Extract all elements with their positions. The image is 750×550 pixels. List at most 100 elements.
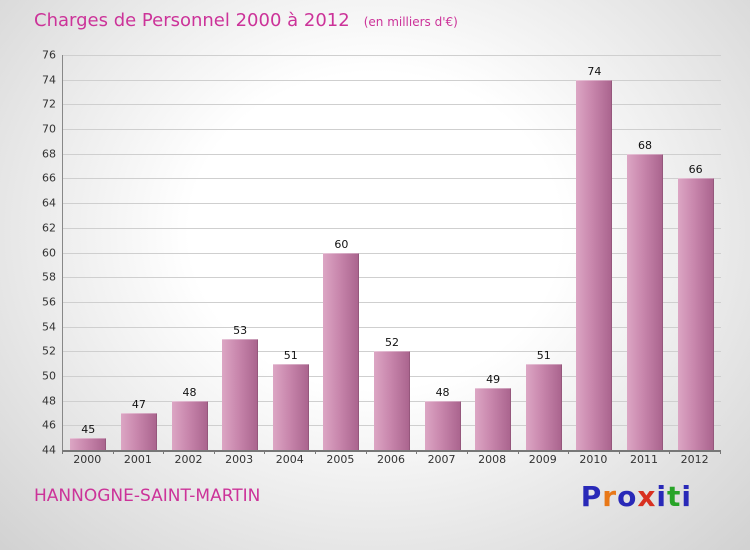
bar bbox=[323, 252, 360, 450]
chart-header: Charges de Personnel 2000 à 2012 (en mil… bbox=[34, 10, 458, 31]
y-tick-label: 60 bbox=[42, 246, 56, 259]
x-axis-tick bbox=[720, 450, 721, 454]
gridline bbox=[63, 277, 721, 279]
y-tick-label: 74 bbox=[42, 73, 56, 87]
bar bbox=[424, 400, 461, 450]
y-tick-label: 64 bbox=[42, 196, 56, 210]
gridline bbox=[63, 178, 721, 180]
bar bbox=[373, 351, 410, 450]
bar-slot: 74 bbox=[569, 55, 620, 450]
plot-area: 45 47 48 53 51 60 52 48 49 51 74 68 66 bbox=[62, 55, 721, 452]
logo-letter: r bbox=[602, 480, 618, 513]
y-tick-label: 72 bbox=[42, 97, 56, 111]
x-axis: 2000 2001 2002 2003 2004 2005 2006 2007 2008 2009… bbox=[62, 450, 721, 466]
y-tick-label: 66 bbox=[42, 171, 56, 185]
y-tick-label: 68 bbox=[42, 147, 56, 161]
y-tick-label: 48 bbox=[42, 394, 56, 408]
x-tick-label: 2004 bbox=[275, 453, 304, 466]
bar-value-label: 66 bbox=[688, 163, 703, 177]
logo-letter: i bbox=[656, 480, 667, 513]
bar-slot: 66 bbox=[670, 55, 721, 450]
bar-value-label: 48 bbox=[435, 385, 450, 399]
logo-letter: i bbox=[681, 480, 692, 513]
bar-value-label: 53 bbox=[233, 323, 248, 337]
x-axis-tick bbox=[669, 450, 671, 454]
x-tick-label: 2001 bbox=[123, 453, 152, 466]
gridline bbox=[63, 326, 721, 328]
x-axis-tick bbox=[315, 450, 317, 454]
y-axis: 44 46 48 50 52 54 56 58 60 62 64 66 68 70 72 74 76 bbox=[24, 49, 56, 457]
x-axis-tick bbox=[365, 450, 367, 454]
gridline bbox=[63, 129, 721, 131]
x-tick-label: 2003 bbox=[225, 453, 254, 466]
x-tick-label: 2007 bbox=[427, 453, 456, 466]
y-tick-label: 44 bbox=[42, 443, 56, 457]
x-tick-label: 2006 bbox=[376, 453, 405, 466]
bar-value-label: 49 bbox=[486, 373, 501, 387]
bar bbox=[70, 437, 107, 450]
x-axis-tick bbox=[163, 450, 165, 454]
gridline bbox=[63, 79, 721, 81]
gridline bbox=[63, 227, 721, 229]
bar-value-label: 48 bbox=[182, 385, 197, 399]
bar bbox=[272, 363, 309, 450]
gridline bbox=[63, 252, 721, 254]
bar bbox=[475, 388, 512, 450]
bar-value-label: 51 bbox=[283, 348, 298, 362]
x-tick-label: 2012 bbox=[680, 453, 709, 466]
gridline bbox=[63, 301, 721, 303]
logo-letter: t bbox=[667, 480, 682, 513]
bar-slot: 48 bbox=[417, 55, 468, 450]
bar-slot: 68 bbox=[620, 55, 671, 450]
bar bbox=[120, 412, 157, 450]
x-axis-tick bbox=[618, 450, 620, 454]
bar bbox=[627, 153, 663, 450]
gridline bbox=[63, 55, 721, 56]
bar-value-label: 51 bbox=[536, 348, 551, 362]
y-tick-label: 76 bbox=[42, 48, 56, 62]
x-tick-label: 2009 bbox=[528, 453, 557, 466]
x-axis-tick bbox=[416, 450, 418, 454]
bar-value-label: 68 bbox=[638, 138, 652, 152]
bar-value-label: 60 bbox=[334, 237, 349, 251]
x-tick-label: 2008 bbox=[478, 453, 507, 466]
x-tick-label: 2011 bbox=[630, 453, 658, 466]
x-tick-label: 2000 bbox=[73, 453, 102, 466]
x-axis-tick bbox=[213, 450, 215, 454]
commune-name: HANNOGNE-SAINT-MARTIN bbox=[34, 486, 261, 506]
y-tick-label: 70 bbox=[42, 122, 56, 136]
proxiti-logo: Proxiti bbox=[581, 480, 692, 513]
bar bbox=[677, 178, 714, 450]
bar bbox=[525, 363, 562, 450]
logo-letter: o bbox=[617, 480, 638, 513]
bar-value-label: 74 bbox=[587, 64, 602, 78]
bar-slot: 48 bbox=[164, 55, 215, 450]
x-axis-tick bbox=[264, 450, 266, 454]
y-tick-label: 58 bbox=[42, 270, 56, 284]
logo-letter: P bbox=[580, 480, 603, 513]
bar bbox=[576, 79, 613, 450]
bar-value-label: 52 bbox=[384, 336, 399, 350]
x-axis-tick bbox=[568, 450, 570, 454]
chart-title: Charges de Personnel 2000 à 2012 bbox=[34, 10, 350, 31]
x-tick-label: 2005 bbox=[326, 453, 355, 466]
y-tick-label: 52 bbox=[42, 344, 56, 358]
y-tick-label: 62 bbox=[42, 221, 56, 235]
bar bbox=[222, 338, 259, 450]
y-tick-label: 54 bbox=[42, 320, 56, 334]
chart-subtitle: (en milliers d'€) bbox=[363, 15, 458, 29]
gridline bbox=[63, 153, 721, 155]
bars: 45 47 48 53 51 60 52 48 49 51 74 68 66 bbox=[63, 55, 721, 450]
bar-slot: 51 bbox=[518, 55, 569, 450]
bar-slot: 53 bbox=[215, 55, 266, 450]
bar-slot: 51 bbox=[265, 55, 316, 450]
x-axis-tick bbox=[112, 450, 114, 454]
gridline bbox=[63, 104, 721, 106]
bar bbox=[171, 400, 208, 450]
bar-slot: 52 bbox=[367, 55, 418, 450]
gridline bbox=[63, 203, 721, 205]
bar-slot: 47 bbox=[114, 55, 165, 450]
bar-value-label: 47 bbox=[131, 397, 146, 411]
y-tick-label: 56 bbox=[42, 295, 56, 309]
